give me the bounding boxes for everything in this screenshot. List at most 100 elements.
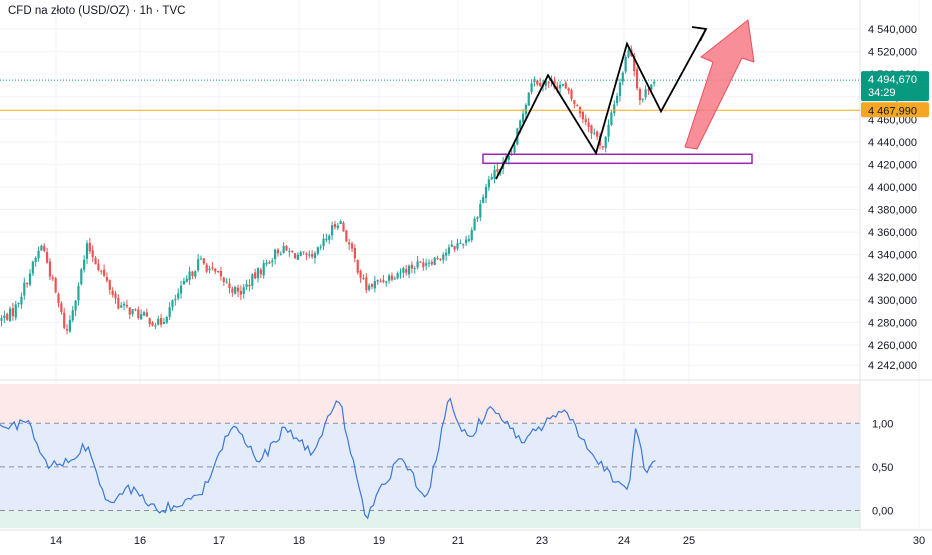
candle-body (85, 243, 89, 259)
time-tick-label: 25 (683, 535, 695, 547)
candle (350, 241, 354, 253)
candle-body (570, 90, 573, 99)
candle (604, 136, 607, 153)
candle-body (650, 84, 653, 90)
candle-body (282, 245, 285, 254)
candle (248, 279, 251, 292)
candle-body (228, 283, 231, 289)
candle-body (148, 318, 151, 325)
candle-body (308, 254, 311, 256)
candle-body (493, 169, 496, 179)
candle (547, 80, 550, 88)
candle-body (105, 276, 109, 281)
candle (26, 282, 29, 288)
candle-body (91, 250, 94, 258)
candle-body (71, 310, 74, 321)
candle-body (521, 113, 525, 122)
time-tick-label: 21 (452, 535, 464, 547)
candle-body (487, 179, 490, 188)
candle (607, 119, 610, 142)
candle-body (482, 197, 485, 203)
candle-body (467, 239, 470, 242)
candle-body (402, 268, 405, 273)
candle-body (601, 146, 604, 148)
candle-body (561, 84, 565, 86)
price-tick-label: 4 420,000 (868, 159, 917, 171)
candle (299, 250, 302, 257)
candle-body (145, 312, 148, 317)
candle-body (154, 325, 157, 327)
candle (368, 283, 371, 292)
candle (493, 164, 496, 184)
candle (527, 92, 530, 107)
candle-body (77, 285, 80, 301)
candle-body (259, 269, 262, 275)
projected-path-arrowhead (691, 26, 708, 42)
candle (0, 315, 3, 327)
candle (20, 292, 23, 309)
candle-body (410, 264, 413, 269)
candle-body (248, 284, 251, 287)
candle (54, 276, 57, 294)
oscillator-line (0, 397, 656, 520)
candle (14, 300, 17, 321)
projected-path-line (495, 28, 707, 180)
candle-body (336, 225, 339, 229)
candle-body (108, 280, 111, 290)
candle (274, 248, 277, 265)
candle (302, 251, 305, 255)
candle (590, 124, 593, 139)
oscillator-tick-label: 0,50 (872, 462, 893, 474)
candle-body (111, 290, 114, 295)
current-price-countdown: 34:29 (868, 87, 896, 99)
candle (122, 301, 126, 311)
candle (473, 216, 476, 231)
candle (573, 99, 576, 109)
candle-body (65, 329, 69, 331)
candle-body (376, 279, 379, 282)
candle (48, 258, 52, 281)
candle (316, 246, 319, 256)
candle (94, 256, 97, 265)
support-zone-box (482, 153, 753, 165)
candle (268, 260, 271, 265)
candle-body (359, 271, 362, 278)
candle (616, 92, 619, 107)
candle (157, 315, 160, 326)
time-tick-label: 14 (50, 535, 62, 547)
candle-body (484, 186, 488, 198)
candle (524, 103, 527, 120)
candle (402, 266, 405, 278)
candle-body (490, 176, 493, 180)
candle-body (462, 244, 465, 246)
candle-body (370, 283, 374, 287)
candle-body (430, 261, 433, 265)
candle (185, 275, 188, 283)
candle (319, 244, 322, 251)
candle-body (647, 89, 650, 91)
candle (593, 128, 596, 136)
candle-body (313, 253, 317, 259)
candle (410, 261, 413, 274)
candle-body (117, 297, 120, 309)
candle-body (356, 259, 359, 273)
candle (376, 279, 379, 285)
candle-body (382, 280, 385, 282)
candle-body (197, 259, 200, 271)
candle-body (607, 124, 610, 137)
candle-body (638, 88, 641, 101)
candle-body (219, 271, 223, 277)
candle-body (396, 273, 399, 279)
candle-body (618, 82, 622, 97)
candle-body (425, 263, 428, 266)
candle-body (345, 230, 348, 242)
candle-body (536, 80, 539, 85)
candle (293, 253, 297, 259)
candle (613, 100, 616, 117)
candle (405, 264, 408, 276)
candle-body (339, 221, 342, 225)
candle-body (293, 253, 297, 259)
candle-body (74, 300, 77, 311)
candle-body (168, 307, 171, 317)
